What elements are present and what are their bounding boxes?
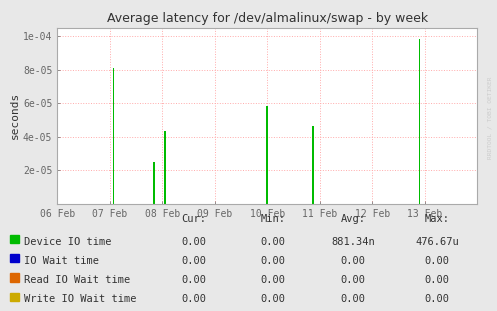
Text: Max:: Max: bbox=[425, 214, 450, 224]
Text: 0.00: 0.00 bbox=[340, 275, 365, 285]
Title: Average latency for /dev/almalinux/swap - by week: Average latency for /dev/almalinux/swap … bbox=[106, 12, 428, 26]
Bar bbox=[164, 131, 166, 204]
Text: Avg:: Avg: bbox=[340, 214, 365, 224]
Text: 0.00: 0.00 bbox=[181, 237, 206, 247]
Text: 0.00: 0.00 bbox=[340, 295, 365, 304]
Bar bbox=[266, 106, 268, 204]
Text: Min:: Min: bbox=[261, 214, 286, 224]
Text: 0.00: 0.00 bbox=[425, 256, 450, 266]
Text: IO Wait time: IO Wait time bbox=[24, 256, 99, 266]
Text: 0.00: 0.00 bbox=[261, 256, 286, 266]
Text: Cur:: Cur: bbox=[181, 214, 206, 224]
Bar bbox=[418, 39, 420, 204]
Text: 0.00: 0.00 bbox=[261, 237, 286, 247]
Text: RRDTOOL / TOBI OETIKER: RRDTOOL / TOBI OETIKER bbox=[487, 77, 492, 160]
Text: Write IO Wait time: Write IO Wait time bbox=[24, 295, 136, 304]
Bar bbox=[112, 68, 114, 204]
Text: 0.00: 0.00 bbox=[425, 275, 450, 285]
Text: Device IO time: Device IO time bbox=[24, 237, 111, 247]
Text: 881.34n: 881.34n bbox=[331, 237, 375, 247]
Text: 0.00: 0.00 bbox=[340, 256, 365, 266]
Text: 0.00: 0.00 bbox=[181, 295, 206, 304]
Y-axis label: seconds: seconds bbox=[10, 92, 20, 139]
Text: Read IO Wait time: Read IO Wait time bbox=[24, 275, 130, 285]
Text: 476.67u: 476.67u bbox=[415, 237, 459, 247]
Text: 0.00: 0.00 bbox=[181, 256, 206, 266]
Text: 0.00: 0.00 bbox=[261, 275, 286, 285]
Text: 0.00: 0.00 bbox=[425, 295, 450, 304]
Text: 0.00: 0.00 bbox=[181, 275, 206, 285]
Text: 0.00: 0.00 bbox=[261, 295, 286, 304]
Bar bbox=[312, 126, 314, 204]
Bar bbox=[154, 162, 155, 204]
